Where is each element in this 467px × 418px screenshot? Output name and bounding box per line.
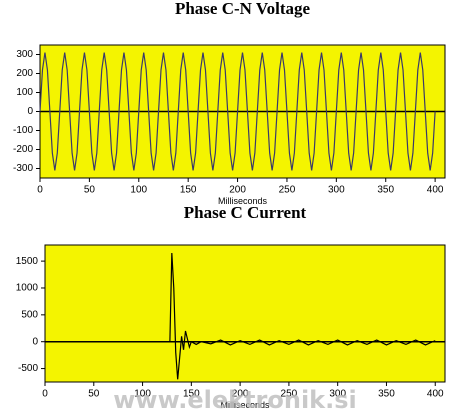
y-tick-label: -300 [13,163,33,174]
y-tick-label: 500 [21,309,38,320]
x-tick-label: 200 [232,389,249,400]
x-tick-label: 100 [130,185,147,196]
y-tick-label: -500 [18,363,38,374]
x-tick-label: 300 [328,185,345,196]
x-tick-label: 300 [329,389,346,400]
y-tick-label: 0 [32,336,38,347]
x-tick-label: 400 [427,389,444,400]
x-tick-label: 250 [279,185,296,196]
y-tick-label: 1500 [16,256,39,267]
x-tick-label: 150 [183,389,200,400]
y-tick-label: -200 [13,144,33,155]
data-line [39,52,436,171]
x-tick-label: 100 [134,389,151,400]
y-tick-label: 100 [16,87,33,98]
y-tick-label: 300 [16,49,33,60]
plot-area [44,244,446,383]
x-tick-label: 50 [88,389,100,400]
x-axis-label: Milliseconds [218,196,268,206]
watermark: www.elektronik.si [113,386,357,414]
data-line [45,253,436,380]
x-axis-label: Milliseconds [220,400,270,410]
x-tick-label: 150 [180,185,197,196]
x-tick-label: 350 [378,389,395,400]
x-tick-label: 50 [84,185,96,196]
x-tick-label: 200 [229,185,246,196]
y-tick-label: 1000 [16,283,39,294]
chart-title: Phase C Current [184,203,307,222]
x-tick-label: 250 [281,389,298,400]
chart-title: Phase C-N Voltage [175,0,311,18]
x-tick-label: 0 [42,389,48,400]
y-tick-label: 200 [16,68,33,79]
x-tick-label: 400 [427,185,444,196]
y-tick-label: -100 [13,125,33,136]
x-tick-label: 350 [377,185,394,196]
x-tick-label: 0 [37,185,43,196]
y-tick-label: 0 [27,106,33,117]
